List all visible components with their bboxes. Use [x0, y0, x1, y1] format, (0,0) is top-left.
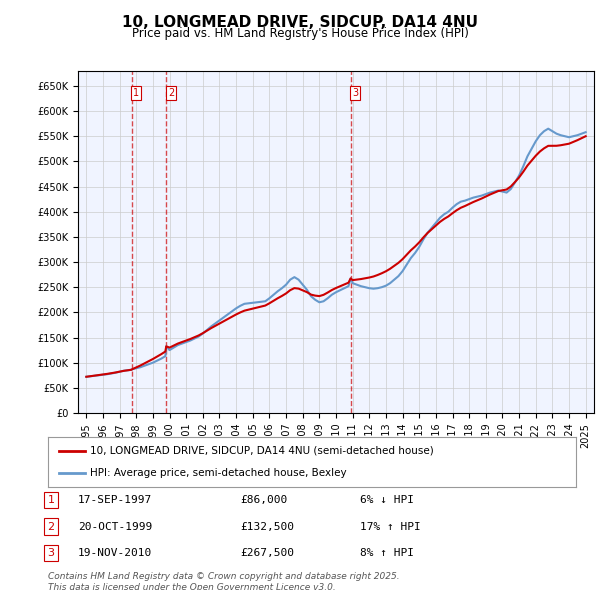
Text: 17-SEP-1997: 17-SEP-1997	[78, 495, 152, 505]
Text: £132,500: £132,500	[240, 522, 294, 532]
Text: Contains HM Land Registry data © Crown copyright and database right 2025.
This d: Contains HM Land Registry data © Crown c…	[48, 572, 400, 590]
Text: 3: 3	[47, 548, 55, 558]
Text: 8% ↑ HPI: 8% ↑ HPI	[360, 548, 414, 558]
Text: 17% ↑ HPI: 17% ↑ HPI	[360, 522, 421, 532]
Text: 2: 2	[168, 88, 174, 98]
Text: £267,500: £267,500	[240, 548, 294, 558]
Text: 1: 1	[133, 88, 139, 98]
Text: 6% ↓ HPI: 6% ↓ HPI	[360, 495, 414, 505]
Text: 1: 1	[47, 495, 55, 505]
Text: HPI: Average price, semi-detached house, Bexley: HPI: Average price, semi-detached house,…	[90, 468, 347, 478]
Text: £86,000: £86,000	[240, 495, 287, 505]
Text: 3: 3	[352, 88, 358, 98]
Text: 20-OCT-1999: 20-OCT-1999	[78, 522, 152, 532]
Text: 19-NOV-2010: 19-NOV-2010	[78, 548, 152, 558]
Text: 10, LONGMEAD DRIVE, SIDCUP, DA14 4NU: 10, LONGMEAD DRIVE, SIDCUP, DA14 4NU	[122, 15, 478, 30]
Text: 2: 2	[47, 522, 55, 532]
Text: Price paid vs. HM Land Registry's House Price Index (HPI): Price paid vs. HM Land Registry's House …	[131, 27, 469, 40]
Text: 10, LONGMEAD DRIVE, SIDCUP, DA14 4NU (semi-detached house): 10, LONGMEAD DRIVE, SIDCUP, DA14 4NU (se…	[90, 445, 434, 455]
